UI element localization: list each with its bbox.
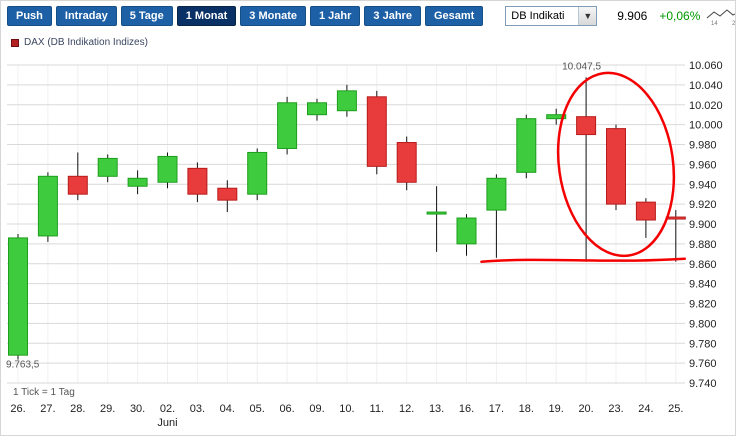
candle-body (157, 155, 178, 183)
y-axis-tick: 9.900 (689, 219, 717, 231)
timeframe-buttons: Push Intraday 5 Tage 1 Monat 3 Monate 1 Jahr 3… (7, 6, 484, 26)
sparkline-icon[interactable]: 14 20 (704, 5, 736, 27)
candle-body (665, 216, 686, 220)
x-axis-tick: 18. (519, 403, 534, 415)
x-axis-tick: 28. (70, 403, 85, 415)
candle-body (97, 157, 118, 177)
x-axis-tick: 16. (459, 403, 474, 415)
x-axis-tick: 29. (100, 403, 115, 415)
toolbar-button-1-monat[interactable]: 1 Monat (176, 6, 237, 26)
hand-drawn-ellipse (556, 71, 676, 258)
annotations: 9.763,5 10.047,5 (6, 61, 687, 371)
toolbar-button-3-jahre[interactable]: 3 Jahre (364, 6, 421, 26)
x-axis-tick: 17. (489, 403, 504, 415)
y-axis-tick: 9.840 (689, 279, 717, 291)
y-axis-tick: 10.000 (689, 120, 723, 132)
candle-body (486, 177, 507, 211)
x-axis-tick: 23. (608, 403, 623, 415)
candle-body (546, 114, 567, 120)
index-dropdown-value: DB Indikati (511, 10, 565, 22)
tick-scale-note: 1 Tick = 1 Tag (13, 387, 75, 398)
y-axis-tick: 9.780 (689, 338, 717, 350)
legend: DAX (DB Indikation Indizes) (11, 37, 148, 48)
toolbar-button-3-monate[interactable]: 3 Monate (240, 6, 306, 26)
month-label: Juni (157, 417, 177, 429)
x-axis-labels: 26. 27. 28. 29. 30. 02. 03. 04. 05. 06. 09. 10. 11. 1… (10, 403, 683, 429)
legend-swatch (11, 38, 19, 47)
x-axis-tick: 24. (638, 403, 653, 415)
candle-body (67, 175, 88, 195)
y-axis-labels: 10.060 10.040 10.020 10.000 9.980 9.960 9.940 9… (689, 60, 723, 390)
x-axis-tick: 20. (578, 403, 593, 415)
y-axis-tick: 9.940 (689, 179, 717, 191)
x-axis-tick: 19. (549, 403, 564, 415)
candle-body (635, 201, 656, 221)
y-axis-tick: 9.760 (689, 358, 717, 370)
x-axis-tick: 10. (339, 403, 354, 415)
x-axis-tick: 11. (370, 403, 384, 415)
quote-change: +0,06% (659, 9, 701, 23)
x-axis-tick: 30. (130, 403, 145, 415)
y-axis-tick: 9.980 (689, 140, 717, 152)
sparkline-graphic: 14 20 (707, 9, 736, 27)
sparkline-number-left: 14 (711, 21, 718, 27)
candle-body (8, 237, 28, 356)
toolbar-button-intraday[interactable]: Intraday (55, 6, 117, 26)
x-axis-tick: 12. (399, 403, 414, 415)
toolbar-button-gesamt[interactable]: Gesamt (424, 6, 484, 26)
x-axis-tick: 02. (160, 403, 175, 415)
legend-label: DAX (DB Indikation Indizes) (24, 37, 148, 48)
toolbar-button-1-jahr[interactable]: 1 Jahr (309, 6, 361, 26)
chevron-down-icon (578, 7, 597, 25)
candle-body (187, 167, 208, 195)
x-axis-tick: 06. (279, 403, 294, 415)
quote-value: 9.906 (617, 9, 648, 23)
y-axis-tick: 9.860 (689, 259, 717, 271)
candle-body (456, 217, 477, 245)
candle-body (516, 118, 537, 173)
x-axis-tick: 27. (40, 403, 55, 415)
candle-body (217, 187, 238, 201)
price-annotation: 10.047,5 (562, 61, 601, 72)
candle-body (336, 90, 357, 112)
candle-body (127, 177, 148, 187)
candle-body (396, 142, 417, 183)
y-axis-tick: 10.020 (689, 100, 723, 112)
candle-body (606, 128, 626, 205)
candle-body (576, 116, 597, 136)
y-axis-tick: 9.920 (689, 199, 717, 211)
sparkline-number-right: 20 (732, 21, 736, 27)
hand-drawn-line (480, 257, 687, 264)
x-axis-tick: 04. (220, 403, 235, 415)
candle-body (426, 211, 447, 215)
toolbar-button-push[interactable]: Push (7, 6, 52, 26)
y-axis-tick: 10.040 (689, 80, 723, 92)
y-axis-tick: 9.820 (689, 299, 717, 311)
candle-body (366, 96, 387, 167)
y-axis-tick: 10.060 (689, 60, 723, 72)
toolbar: Push Intraday 5 Tage 1 Monat 3 Monate 1 Jahr 3… (1, 1, 735, 31)
candles (8, 77, 686, 360)
x-axis-tick: 25. (668, 403, 683, 415)
candle-body (37, 175, 58, 237)
x-axis-tick: 26. (10, 403, 25, 415)
index-dropdown[interactable]: DB Indikati (505, 6, 598, 26)
candle-body (247, 151, 268, 195)
x-axis-tick: 13. (429, 403, 444, 415)
candle-body (307, 102, 327, 116)
y-axis-tick: 9.880 (689, 239, 717, 251)
y-axis-tick: 9.800 (689, 318, 717, 330)
x-axis-tick: 09. (309, 403, 324, 415)
x-axis-tick: 03. (190, 403, 205, 415)
candle-body (277, 102, 298, 149)
y-axis-tick: 9.740 (689, 378, 717, 390)
grid (7, 64, 685, 384)
x-axis-tick: 05. (250, 403, 265, 415)
price-annotation: 9.763,5 (6, 360, 40, 371)
y-axis-tick: 9.960 (689, 159, 717, 171)
candlestick-chart: 10.06010.04010.02010.0009.9809.9609.9409… (6, 60, 723, 429)
toolbar-button-5-tage[interactable]: 5 Tage (120, 6, 173, 26)
